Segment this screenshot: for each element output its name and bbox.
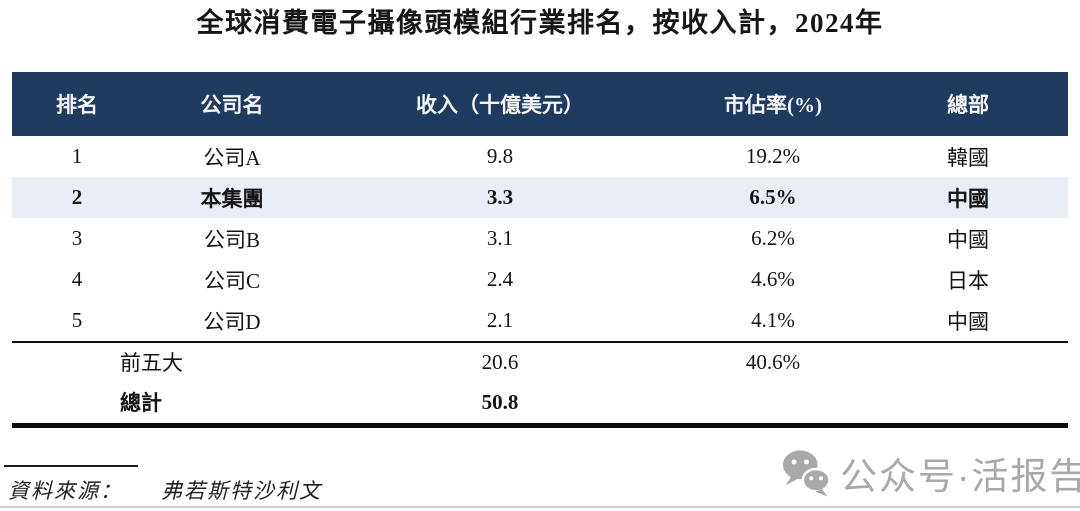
summary-label: 前五大 bbox=[120, 351, 183, 375]
cell-revenue: 2.1 bbox=[486, 308, 514, 332]
cell-share: 4.1% bbox=[751, 308, 795, 332]
cell-share: 19.2% bbox=[745, 144, 801, 168]
table-row: 4 公司C 2.4 4.6% 日本 bbox=[12, 259, 1068, 300]
bottom-edge-line bbox=[0, 506, 1080, 508]
wechat-icon bbox=[782, 450, 831, 497]
cell-hq: 中國 bbox=[947, 186, 989, 211]
cell-hq: 韓國 bbox=[947, 145, 989, 170]
table-summary-divider bbox=[12, 341, 1068, 343]
summary-label: 總計 bbox=[120, 391, 162, 415]
watermark: 公众号·活报告 bbox=[781, 446, 1080, 500]
cell-hq: 日本 bbox=[947, 268, 989, 293]
table-row-highlighted: 2 本集團 3.3 6.5% 中國 bbox=[12, 177, 1068, 218]
table-title: 全球消費電子攝像頭模組行業排名，按收入計，2024年 bbox=[196, 8, 884, 38]
cell-company: 公司D bbox=[203, 309, 261, 334]
cell-share: 6.2% bbox=[751, 226, 795, 250]
column-header-rank: 排名 bbox=[56, 93, 98, 117]
column-header-hq: 總部 bbox=[947, 93, 989, 117]
source-label: 資料來源： bbox=[8, 479, 123, 503]
footnote-rule bbox=[4, 465, 138, 467]
summary-revenue: 50.8 bbox=[481, 389, 519, 414]
cell-rank: 3 bbox=[71, 226, 83, 250]
table-row: 3 公司B 3.1 6.2% 中國 bbox=[12, 218, 1068, 259]
watermark-text: 公众号·活报告 bbox=[840, 456, 1080, 497]
table-header-row: 排名 公司名 收入（十億美元） 市佔率(%) 總部 bbox=[12, 72, 1068, 136]
cell-hq: 中國 bbox=[947, 227, 989, 252]
source-note: 資料來源： 弗若斯特沙利文 bbox=[8, 475, 322, 505]
column-header-company: 公司名 bbox=[200, 93, 264, 117]
cell-share: 4.6% bbox=[751, 267, 795, 291]
cell-revenue: 9.8 bbox=[486, 144, 514, 168]
cell-company: 公司B bbox=[203, 227, 260, 252]
cell-rank: 2 bbox=[71, 185, 83, 209]
source-value: 弗若斯特沙利文 bbox=[161, 479, 322, 503]
cell-hq: 中國 bbox=[947, 309, 989, 334]
cell-company: 公司A bbox=[203, 145, 261, 170]
summary-revenue: 20.6 bbox=[481, 349, 519, 374]
cell-company: 公司C bbox=[203, 268, 260, 293]
table-row: 5 公司D 2.1 4.1% 中國 bbox=[12, 300, 1068, 341]
cell-revenue: 3.3 bbox=[486, 185, 514, 209]
table-bottom-rule bbox=[12, 423, 1068, 428]
column-header-revenue: 收入（十億美元） bbox=[416, 93, 584, 117]
cell-rank: 4 bbox=[71, 267, 83, 291]
cell-rank: 5 bbox=[71, 308, 83, 332]
cell-revenue: 3.1 bbox=[486, 226, 514, 250]
table-row: 1 公司A 9.8 19.2% 韓國 bbox=[12, 136, 1068, 177]
cell-share: 6.5% bbox=[749, 185, 797, 209]
cell-revenue: 2.4 bbox=[486, 267, 514, 291]
cell-rank: 1 bbox=[71, 144, 83, 168]
summary-row-total: 總計 50.8 bbox=[12, 381, 1068, 423]
column-header-share: 市佔率(%) bbox=[724, 93, 822, 117]
summary-row-top5: 前五大 20.6 40.6% bbox=[12, 343, 1068, 381]
summary-share: 40.6% bbox=[745, 349, 801, 374]
ranking-table: 排名 公司名 收入（十億美元） 市佔率(%) 總部 1 公司A 9.8 19.2… bbox=[12, 72, 1068, 428]
cell-company: 本集團 bbox=[200, 186, 264, 211]
